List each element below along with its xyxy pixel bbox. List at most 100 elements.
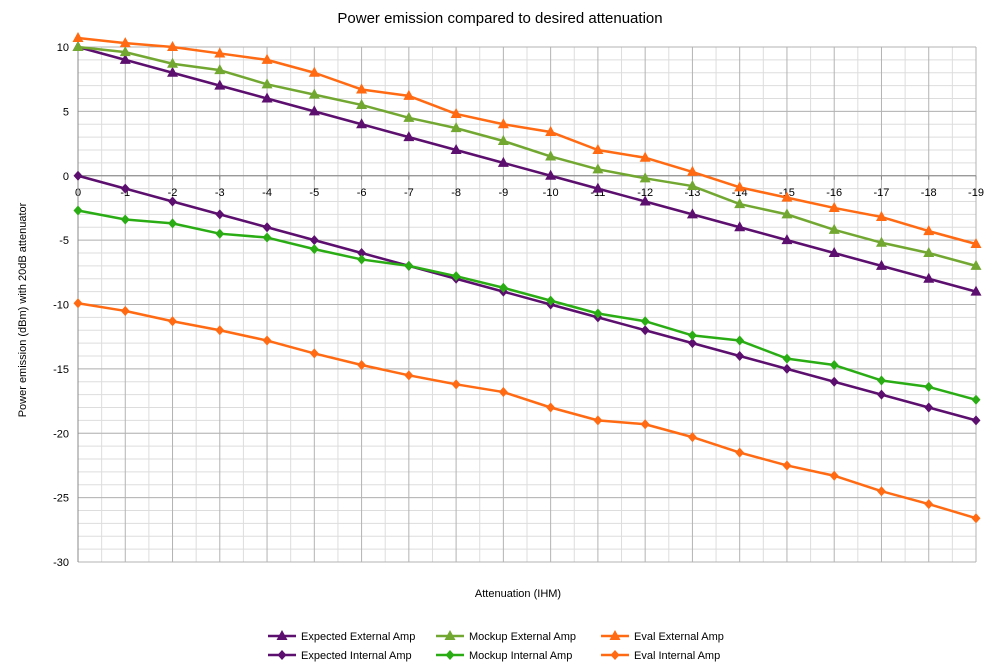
legend-swatch-marker: [610, 650, 620, 660]
data-point: [119, 37, 131, 48]
data-point: [119, 46, 131, 57]
data-point: [356, 118, 368, 129]
data-point: [308, 88, 320, 99]
data-point: [687, 330, 697, 341]
data-point: [971, 415, 981, 426]
data-point: [120, 183, 130, 194]
data-point: [120, 305, 130, 316]
data-point: [73, 298, 83, 309]
data-point: [639, 172, 651, 183]
data-point: [781, 234, 793, 245]
data-point: [687, 432, 697, 443]
data-point: [262, 335, 272, 346]
data-point: [875, 210, 887, 221]
legend-label: Mockup External Amp: [469, 631, 576, 643]
data-point: [545, 169, 557, 180]
data-point: [261, 53, 273, 64]
data-point: [876, 375, 886, 386]
data-point: [686, 165, 698, 176]
series-eval-external-amp: [72, 31, 982, 248]
y-axis-title: Power emission (dBm) with 20dB attenuato…: [17, 202, 29, 417]
data-point: [120, 214, 130, 225]
legend-swatch-marker: [445, 650, 455, 660]
series-eval-internal-amp: [73, 298, 981, 524]
data-point: [119, 53, 131, 64]
legend-item: Eval Internal Amp: [601, 650, 720, 662]
data-point: [782, 460, 792, 471]
data-point: [875, 236, 887, 247]
data-point: [72, 41, 84, 51]
x-tick-label: -4: [262, 187, 272, 199]
legend-swatch-marker: [276, 630, 288, 640]
x-tick-label: -8: [451, 187, 461, 199]
data-point: [593, 308, 603, 319]
grid: [77, 46, 977, 563]
data-point: [403, 131, 415, 142]
data-point: [403, 89, 415, 100]
data-point: [640, 316, 650, 327]
data-point: [450, 107, 462, 118]
legend: Expected External Amp Mockup External Amp…: [268, 630, 724, 662]
data-point: [546, 295, 556, 306]
data-point: [498, 387, 508, 398]
y-tick-label: -20: [53, 428, 69, 440]
chart-title: Power emission compared to desired atten…: [337, 10, 662, 27]
y-tick-label: -30: [53, 557, 69, 569]
data-point: [545, 150, 557, 161]
x-tick-label: -16: [826, 187, 842, 199]
data-point: [215, 228, 225, 239]
y-tick-label: 0: [63, 171, 69, 183]
data-point: [924, 499, 934, 510]
series-line: [77, 301, 977, 520]
data-point: [970, 259, 982, 270]
data-point: [451, 379, 461, 390]
data-point: [735, 335, 745, 346]
data-point: [404, 370, 414, 381]
x-tick-label: -9: [498, 187, 508, 199]
legend-swatch-marker: [444, 630, 456, 640]
data-point: [262, 232, 272, 243]
data-point: [214, 79, 226, 90]
legend-label: Eval Internal Amp: [634, 650, 720, 662]
x-tick-label: -10: [543, 187, 559, 199]
legend-label: Mockup Internal Amp: [469, 650, 572, 662]
data-point: [970, 237, 982, 248]
legend-swatch-marker: [277, 650, 287, 660]
y-tick-label: -5: [59, 235, 69, 247]
data-point: [309, 235, 319, 246]
data-point: [261, 78, 273, 89]
data-point: [498, 282, 508, 293]
x-tick-label: -12: [637, 187, 653, 199]
data-point: [497, 118, 509, 129]
data-point: [734, 181, 746, 192]
x-tick-label: -5: [309, 187, 319, 199]
data-point: [924, 381, 934, 392]
data-point: [72, 31, 84, 42]
legend-label: Expected Internal Amp: [301, 650, 412, 662]
data-point: [923, 225, 935, 236]
data-point: [686, 208, 698, 219]
data-point: [167, 57, 179, 68]
x-tick-label: -6: [357, 187, 367, 199]
series-line: [77, 174, 977, 422]
data-point: [262, 222, 272, 233]
series-line: [77, 209, 977, 401]
x-tick-label: -18: [921, 187, 937, 199]
x-tick-label: -17: [874, 187, 890, 199]
data-point: [404, 260, 414, 271]
data-point: [782, 363, 792, 374]
x-tick-label: -19: [968, 187, 984, 199]
data-point: [592, 144, 604, 154]
legend-label: Expected External Amp: [301, 631, 415, 643]
data-point: [73, 170, 83, 181]
series-line: [77, 45, 977, 268]
y-tick-label: -25: [53, 493, 69, 505]
x-tick-label: -3: [215, 187, 225, 199]
data-point: [356, 83, 368, 94]
data-point: [640, 325, 650, 336]
x-tick-label: -2: [168, 187, 178, 199]
legend-swatch-marker: [609, 630, 621, 640]
data-point: [215, 325, 225, 336]
data-point: [686, 180, 698, 191]
